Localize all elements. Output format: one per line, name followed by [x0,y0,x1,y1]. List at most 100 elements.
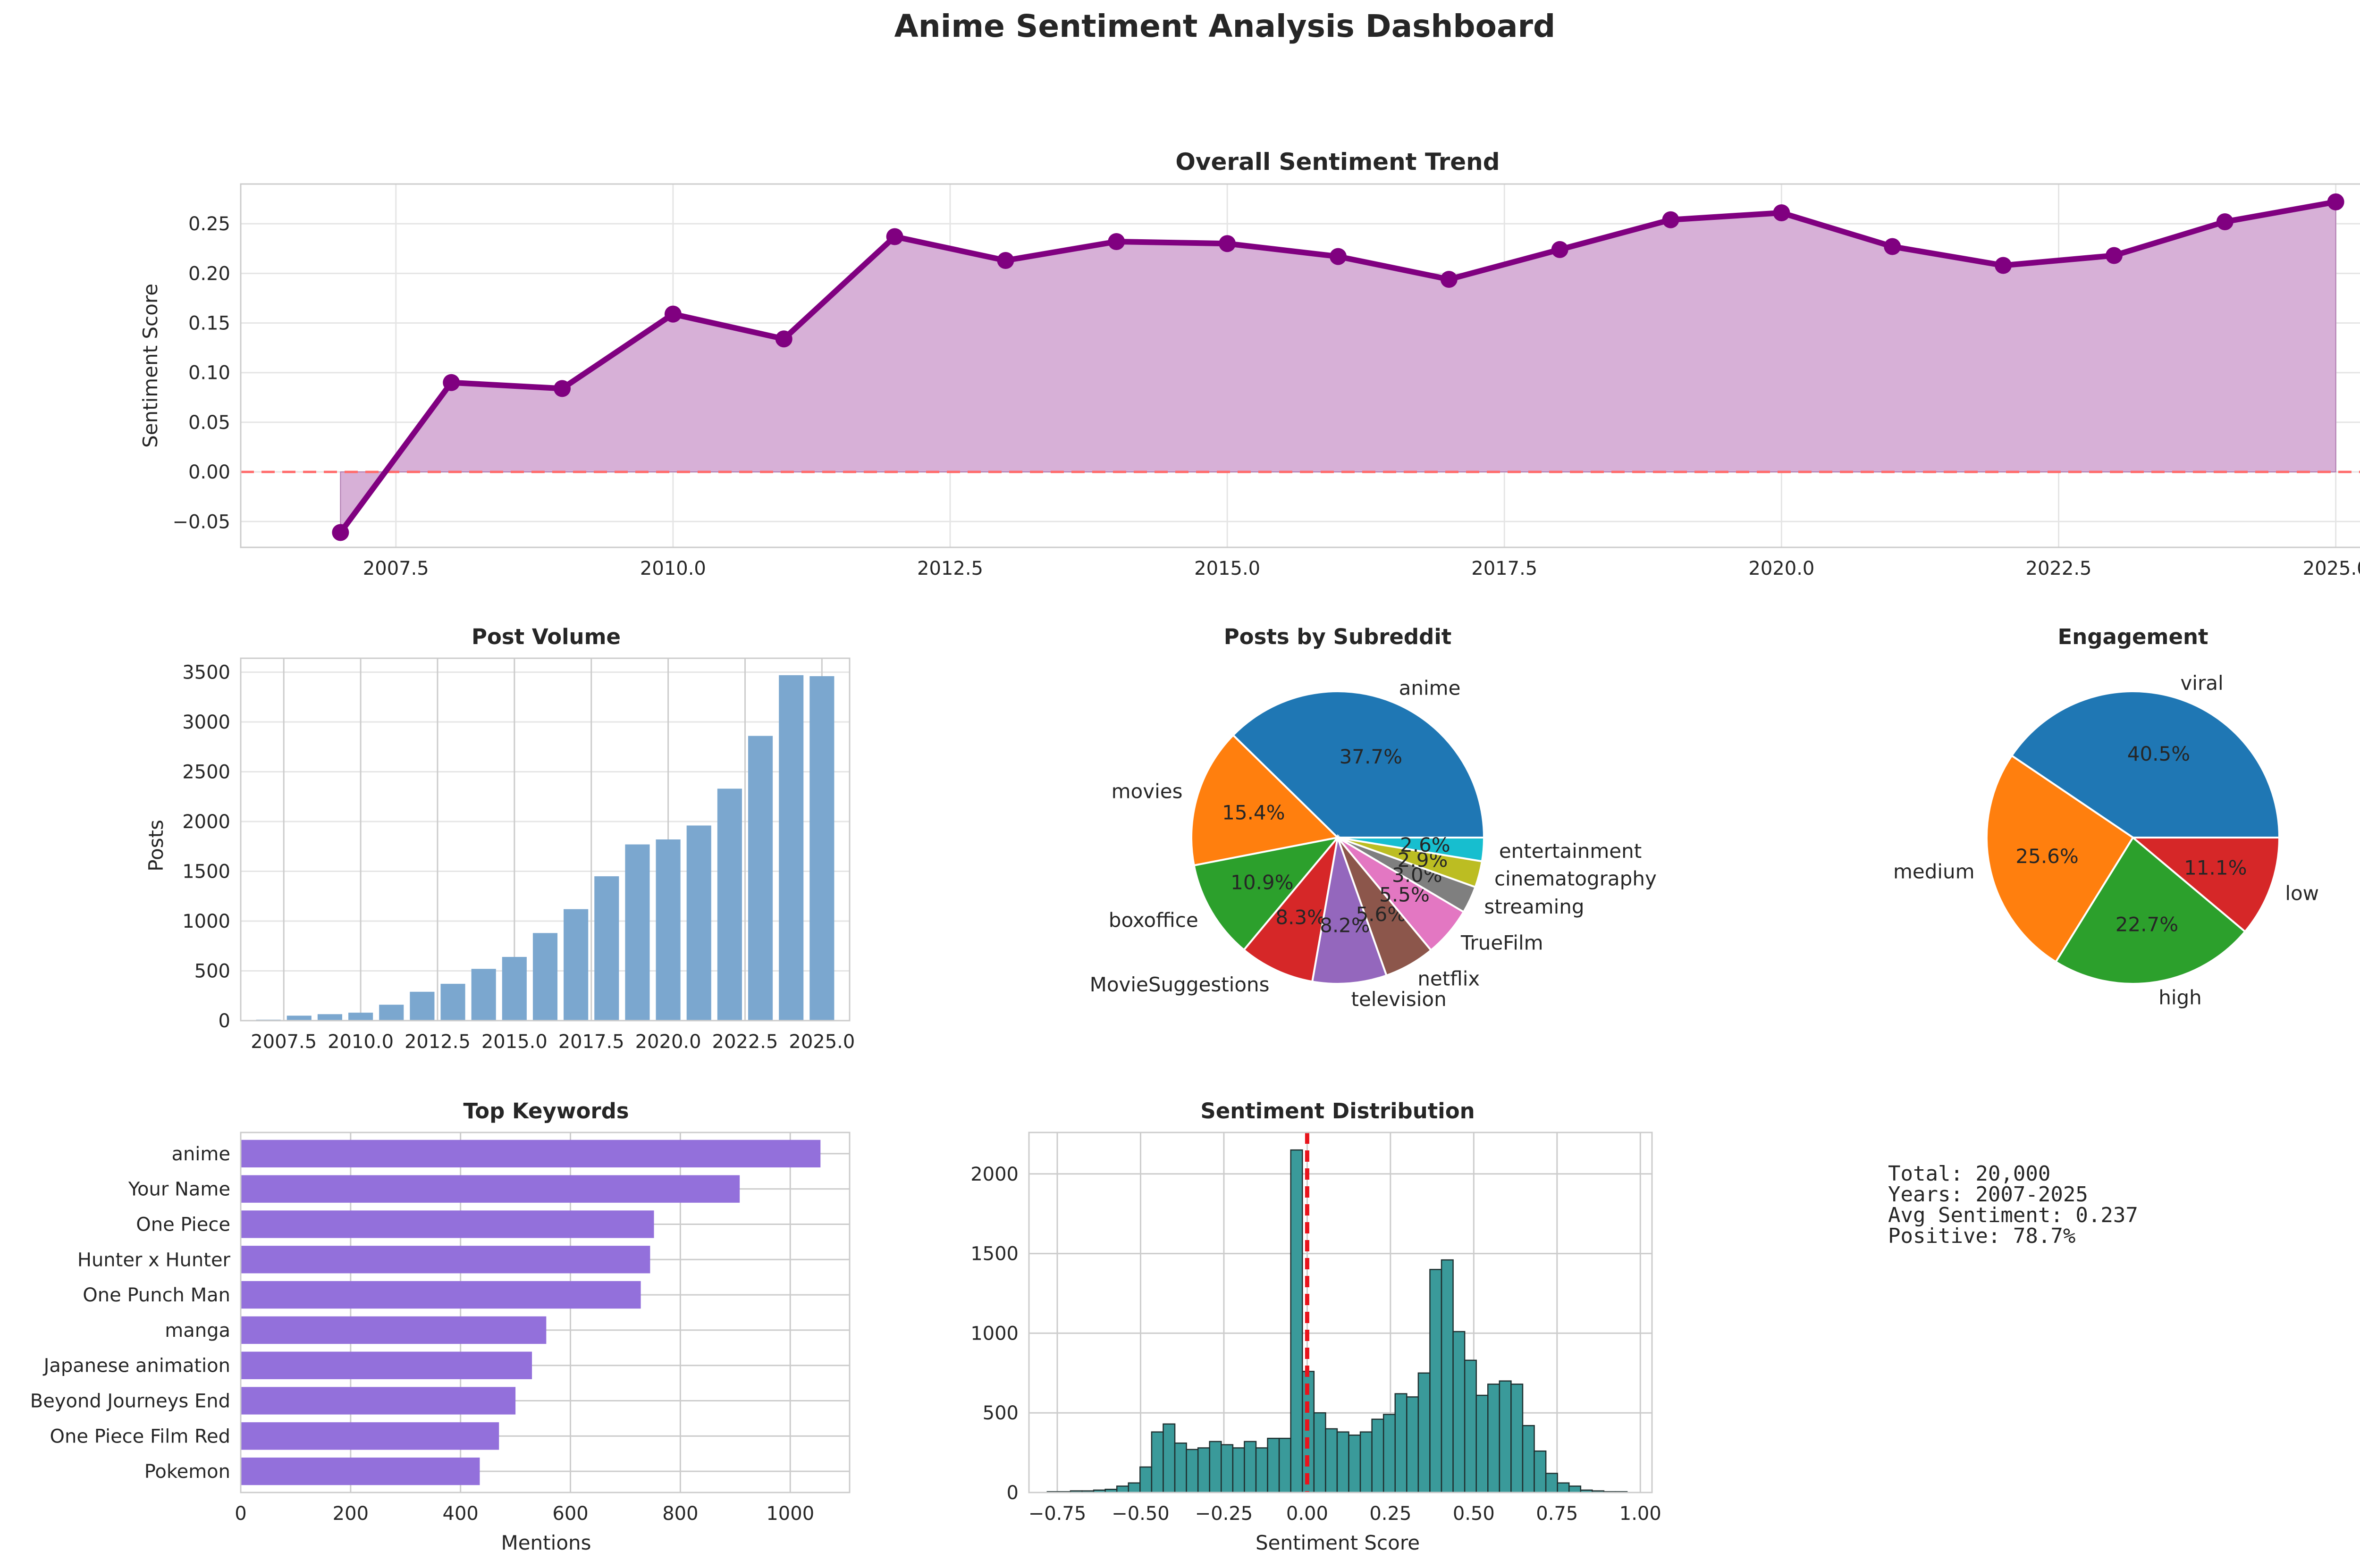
x-tick-label: 1000 [766,1503,814,1525]
post-volume-chart: Post Volume Posts 0 500 1000 1500 2000 2500 30… [144,624,855,1053]
x-tick-label: 2020.0 [635,1031,701,1053]
histogram-bar [1406,1396,1419,1493]
volume-bar [564,909,589,1021]
sentiment-trend-chart: Overall Sentiment Trend Sentiment Score … [139,148,2360,579]
histogram-bar [1417,1372,1431,1493]
volume-bar [287,1015,312,1021]
data-point [1995,257,2012,274]
plot-frame [240,183,2360,548]
keyword-bar [241,1387,516,1415]
volume-bar [379,1005,404,1021]
x-tick-label: 200 [333,1503,369,1525]
data-point [554,380,571,397]
keyword-bar [241,1422,499,1450]
y-tick-label: 3500 [182,662,230,684]
keywords-xlabel: Mentions [501,1531,591,1554]
slice-label: high [2158,986,2202,1009]
stat-positive: Positive: 78.7% [1888,1224,2075,1248]
x-tick-label: 2017.5 [558,1031,624,1053]
histogram-bar [1197,1447,1210,1493]
subreddit-slice [1311,834,1388,985]
y-tick-label: 1500 [182,861,230,883]
x-tick-label: −0.75 [1028,1503,1087,1525]
slice-label: entertainment [1499,839,1642,863]
histogram-bar [1244,1441,1257,1493]
histogram-bar [1255,1447,1268,1493]
volume-bar [779,675,804,1021]
keyword-bar [241,1140,821,1168]
y-tick-label: 1500 [970,1243,1019,1265]
x-tick-label: 2012.5 [405,1031,471,1053]
stat-avg-sentiment: Avg Sentiment: 0.237 [1888,1203,2138,1227]
data-point [1108,233,1125,251]
data-point [1773,204,1790,222]
keyword-bar [241,1351,532,1379]
histogram-bar [1464,1359,1477,1493]
engagement-slice [2130,837,2281,933]
x-tick-label: 2025.0 [789,1031,855,1053]
subreddit-slice [1193,836,1340,951]
slice-label: television [1351,988,1446,1011]
x-tick-label: 2007.5 [251,1031,317,1053]
histogram-bar [1487,1384,1500,1493]
keyword-label: Japanese animation [42,1355,230,1377]
x-tick-label: 2010.0 [328,1031,394,1053]
plot-frame [240,1132,851,1493]
pct-label: 8.3% [1275,906,1326,929]
histogram-bar [1313,1412,1326,1493]
pct-label: 25.6% [2015,845,2078,868]
data-point [886,228,903,245]
volume-bar [471,969,496,1021]
slice-label: streaming [1484,895,1584,918]
volume-bar [410,991,435,1021]
histogram-bar [1128,1482,1141,1493]
data-point [775,330,792,348]
volume-bar [717,788,742,1021]
keyword-label: anime [171,1143,230,1165]
stat-years: Years: 2007-2025 [1888,1182,2088,1207]
data-point [2105,247,2123,264]
keyword-label: One Punch Man [83,1284,230,1306]
y-tick-label: 0.25 [188,213,230,235]
trend-ylabel: Sentiment Score [139,284,162,448]
volume-bar [502,956,527,1021]
histogram-bar [1359,1431,1373,1493]
histogram-bar [1209,1441,1222,1493]
histogram-bar [1441,1259,1454,1493]
x-tick-label: 2025.0 [2303,558,2360,579]
keywords-title: Top Keywords [463,1098,629,1124]
histogram-bar [1534,1450,1547,1493]
engagement-slice [2054,836,2247,985]
pct-label: 15.4% [1222,801,1285,824]
keyword-bar [241,1210,654,1238]
engagement-pie-chart: Engagement 40.5% viral 25.6% medium 22.7% hig… [1893,624,2319,1009]
subreddit-pie-chart: Posts by Subreddit 37.7% anime 15.4% movies… [1090,624,1657,1011]
pct-label: 8.2% [1320,914,1370,937]
keyword-label: Pokemon [144,1461,230,1483]
histogram-bar [1545,1473,1558,1493]
x-tick-label: −0.50 [1112,1503,1170,1525]
histogram-bar [1522,1425,1535,1493]
summary-stats: Total: 20,000 Years: 2007-2025 Avg Senti… [1888,1162,2138,1248]
histogram-bar [1278,1437,1291,1493]
keyword-bar [241,1316,547,1344]
volume-bar [625,844,650,1021]
y-tick-label: 1000 [970,1323,1019,1344]
x-tick-label: 1.00 [1619,1503,1661,1525]
data-point [1330,248,1347,265]
plot-frame [1028,1132,1653,1493]
data-point [1219,235,1236,252]
subreddit-slice [1190,734,1340,867]
keyword-label: Hunter x Hunter [77,1249,231,1271]
histogram-bar [1267,1437,1280,1493]
pct-label: 37.7% [1340,745,1402,768]
histogram-bar [1186,1449,1199,1493]
keyword-bar [241,1457,480,1485]
histogram-bar [1221,1444,1234,1493]
keyword-bar [241,1246,650,1274]
y-tick-label: 0.20 [188,263,230,285]
sentiment-distribution-chart: Sentiment Distribution Sentiment Score −… [970,1098,1661,1554]
histogram-bar [1429,1269,1442,1493]
subreddit-slice [1231,690,1485,839]
distribution-xlabel: Sentiment Score [1256,1531,1420,1554]
